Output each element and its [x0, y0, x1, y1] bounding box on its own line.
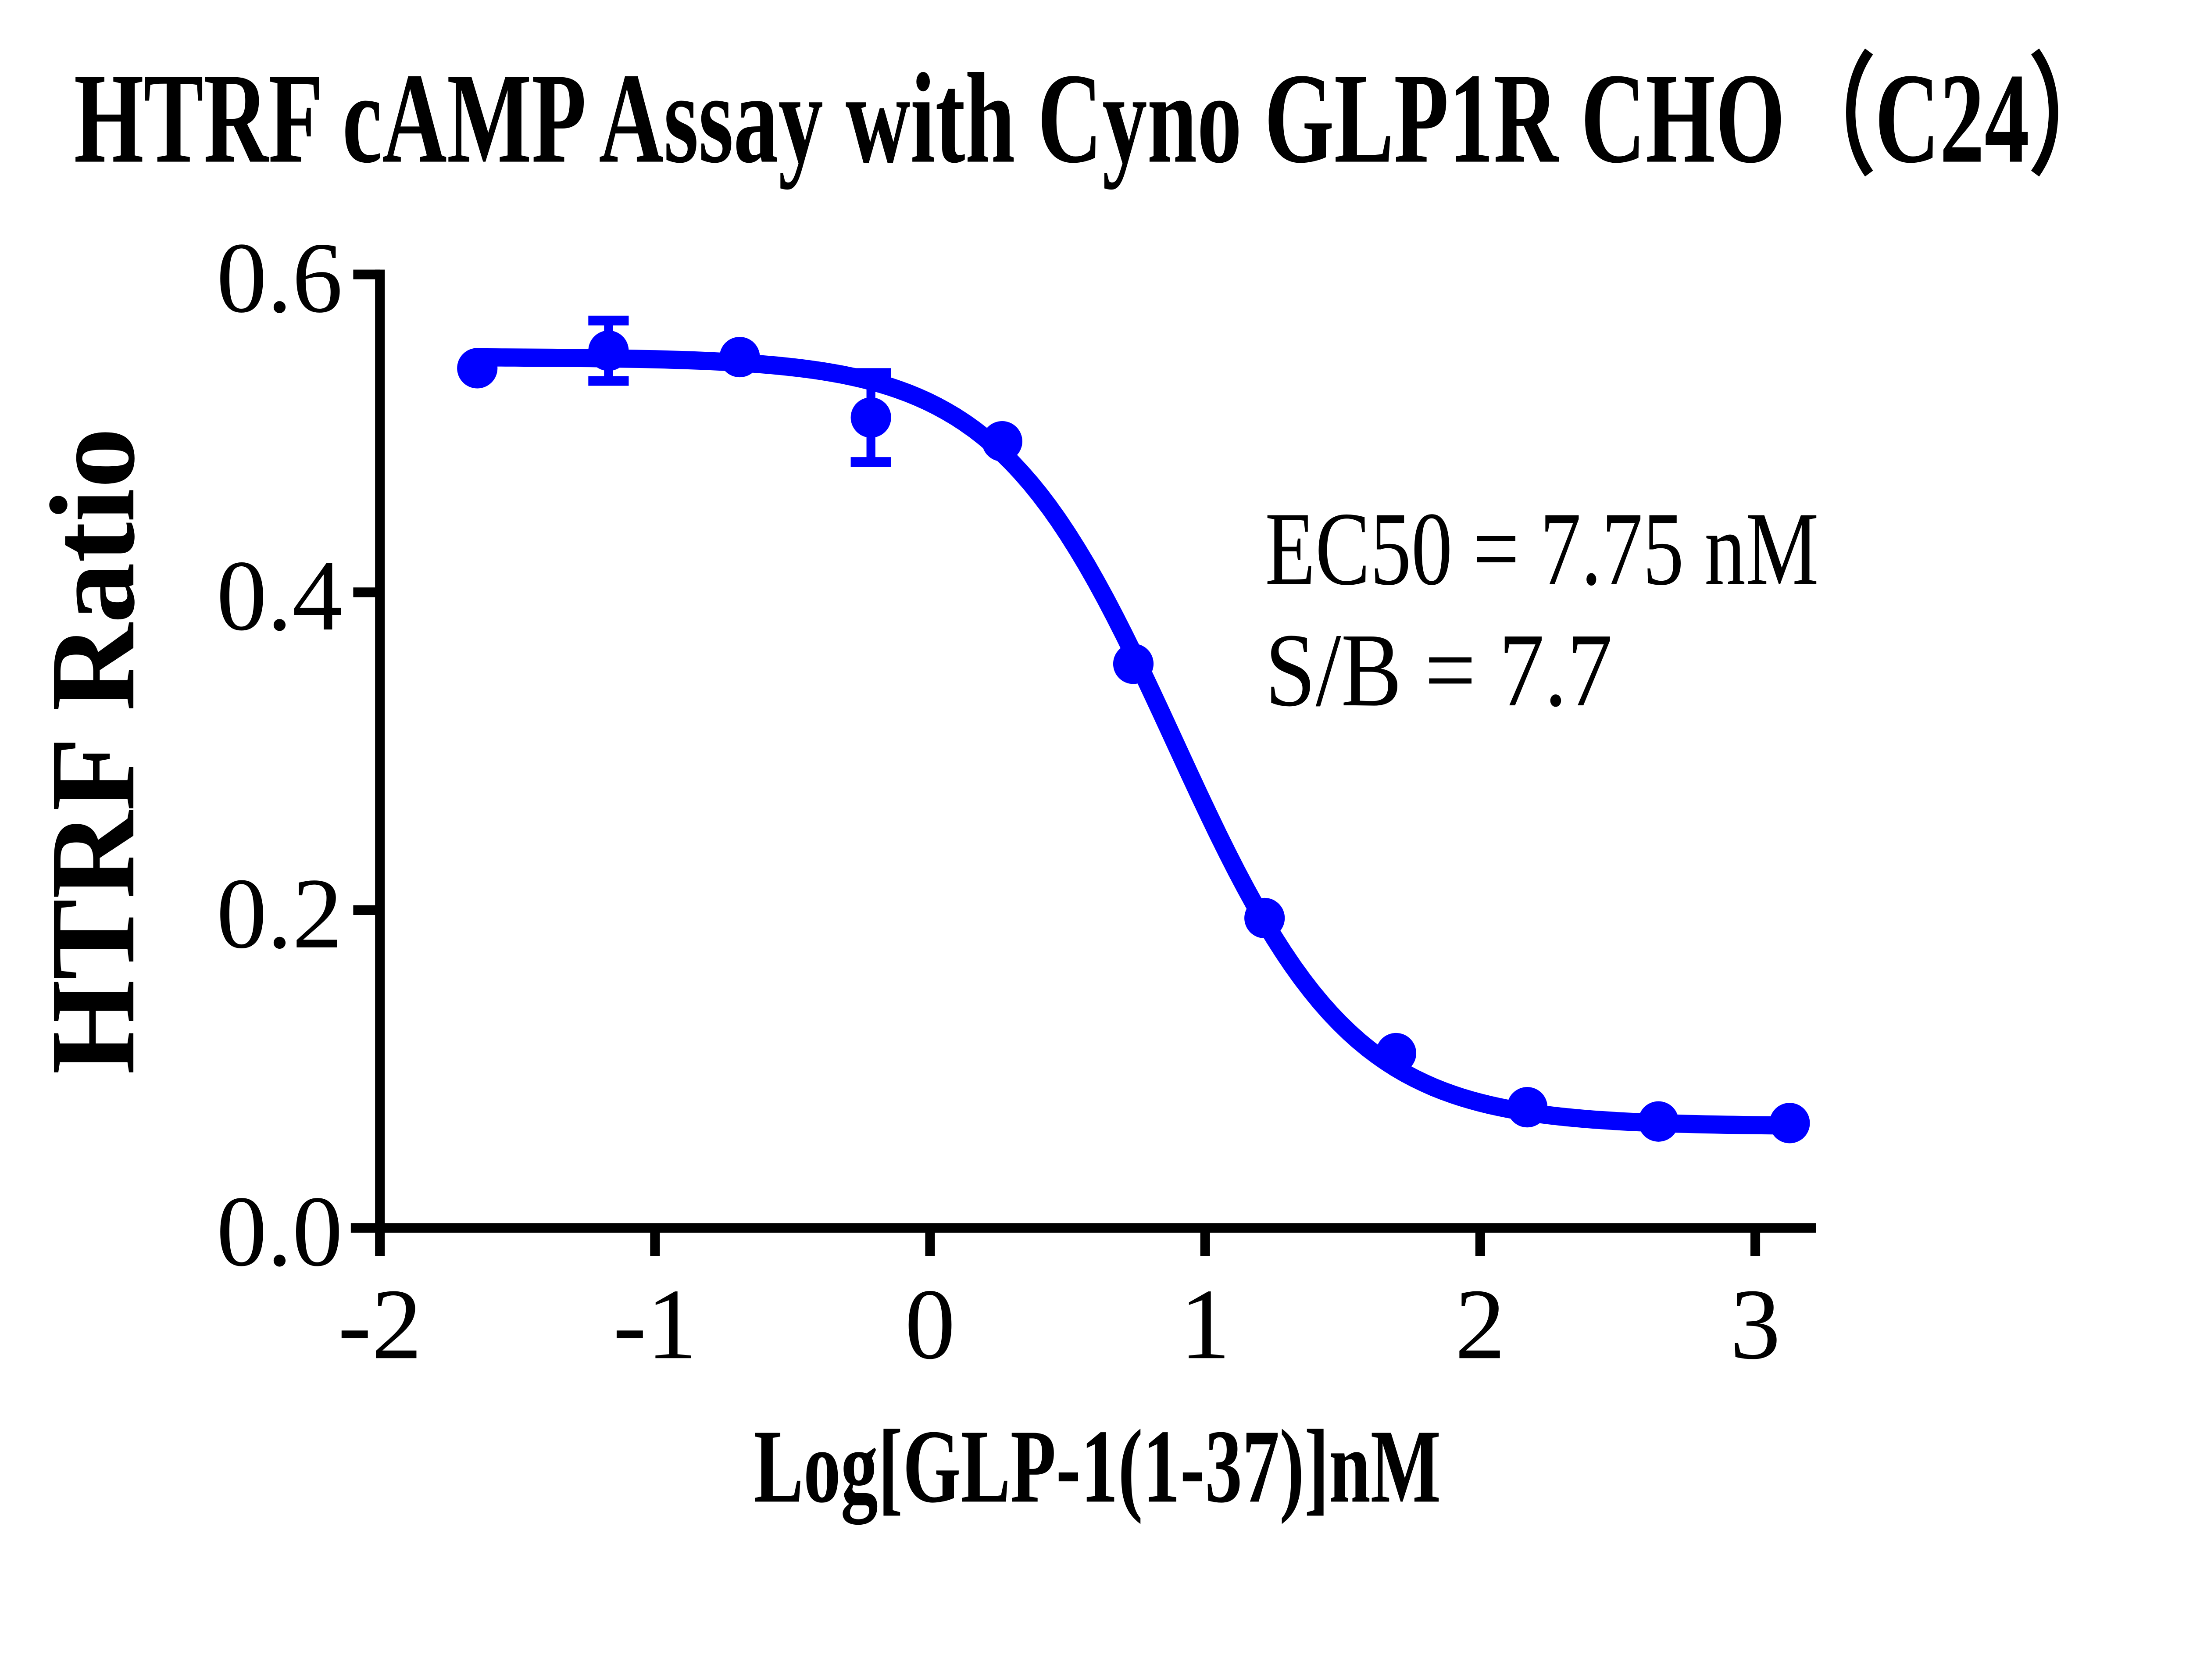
y-tick-label: 0.4 [216, 540, 343, 651]
data-point [1769, 1103, 1810, 1144]
x-axis-label: Log[GLP-1(1-37)]nM [754, 1408, 1441, 1525]
data-point [1507, 1087, 1548, 1128]
data-point [1244, 897, 1285, 939]
data-point [457, 348, 498, 389]
x-tick-label: 2 [1455, 1268, 1505, 1380]
x-tick-label: 3 [1730, 1268, 1780, 1380]
chart-title: HTRF cAMP Assay with Cyno GLP1R CHO（C24） [74, 46, 2119, 190]
chart: HTRF cAMP Assay with Cyno GLP1R CHO（C24）… [0, 0, 2193, 1548]
data-point [588, 330, 629, 371]
annotation-sb: S/B = 7.7 [1265, 612, 1612, 728]
y-axis-label: HTRF Ratio [25, 428, 160, 1074]
y-tick-label: 0.2 [216, 858, 343, 969]
data-point [850, 397, 891, 438]
x-tick-label: -1 [613, 1268, 697, 1380]
x-tick-label: 0 [905, 1268, 955, 1380]
y-tick-labels: 0.0 0.2 0.4 0.6 [216, 222, 343, 1287]
data-point [1375, 1033, 1417, 1074]
x-tick-label: -2 [338, 1268, 422, 1380]
x-tick-label: 1 [1180, 1268, 1230, 1380]
annotation-ec50: EC50 = 7.75 nM [1265, 491, 1818, 607]
y-ticks [353, 269, 380, 1233]
data-point [719, 337, 760, 378]
x-tick-labels: -2 -1 0 1 2 3 [338, 1268, 1780, 1380]
y-tick-label: 0.6 [216, 222, 343, 334]
data-point [982, 421, 1022, 462]
figure: HTRF cAMP Assay with Cyno GLP1R CHO（C24）… [0, 0, 2193, 1548]
y-tick-label: 0.0 [216, 1175, 343, 1287]
data-points [457, 330, 1810, 1144]
chart-background [0, 0, 2193, 1548]
data-point [1113, 643, 1154, 684]
data-point [1638, 1101, 1679, 1142]
